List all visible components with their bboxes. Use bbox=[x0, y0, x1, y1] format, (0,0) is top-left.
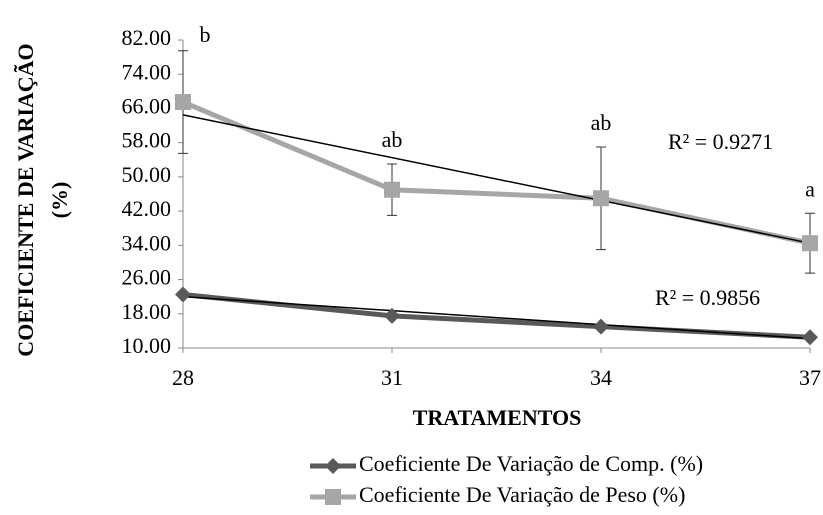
legend-label: Coeficiente De Variação de Comp. (%) bbox=[359, 451, 703, 476]
y-tick-label: 50.00 bbox=[122, 162, 172, 187]
marker bbox=[593, 318, 609, 335]
legend-marker bbox=[325, 489, 341, 505]
marker bbox=[175, 94, 191, 111]
marker bbox=[802, 329, 818, 346]
y-tick-label: 42.00 bbox=[122, 196, 172, 221]
marker bbox=[175, 286, 191, 303]
significance-letter: ab bbox=[382, 127, 403, 152]
significance-letter: b bbox=[200, 22, 211, 47]
significance-letter: ab bbox=[591, 110, 612, 135]
x-tick-label: 31 bbox=[381, 365, 403, 390]
y-tick-label: 58.00 bbox=[122, 128, 172, 153]
r-squared-label: R² = 0.9271 bbox=[668, 129, 773, 154]
x-tick-label: 28 bbox=[172, 365, 194, 390]
x-axis-label: TRATAMENTOS bbox=[413, 405, 582, 430]
y-tick-label: 66.00 bbox=[122, 93, 172, 118]
r-squared-label: R² = 0.9856 bbox=[655, 285, 760, 310]
y-axis-label: COEFICIENTE DE VARIAÇÃO bbox=[13, 43, 38, 356]
x-tick-label: 34 bbox=[590, 365, 612, 390]
x-tick-label: 37 bbox=[799, 365, 821, 390]
trend-line bbox=[182, 295, 811, 340]
trend-line bbox=[182, 114, 811, 244]
y-tick-label: 10.00 bbox=[122, 333, 172, 358]
legend-marker bbox=[325, 458, 341, 474]
y-tick-label: 18.00 bbox=[122, 299, 172, 324]
marker bbox=[802, 235, 818, 252]
data-line bbox=[182, 99, 811, 246]
y-tick-label: 74.00 bbox=[122, 59, 172, 84]
significance-letter: a bbox=[805, 176, 815, 201]
marker bbox=[593, 190, 609, 207]
y-tick-label: 26.00 bbox=[122, 265, 172, 290]
marker bbox=[384, 307, 400, 324]
legend-label: Coeficiente De Variação de Peso (%) bbox=[359, 482, 685, 507]
y-tick-label: 82.00 bbox=[122, 25, 172, 50]
y-axis-label: (%) bbox=[47, 182, 72, 219]
marker bbox=[384, 181, 400, 198]
y-tick-label: 34.00 bbox=[122, 230, 172, 255]
